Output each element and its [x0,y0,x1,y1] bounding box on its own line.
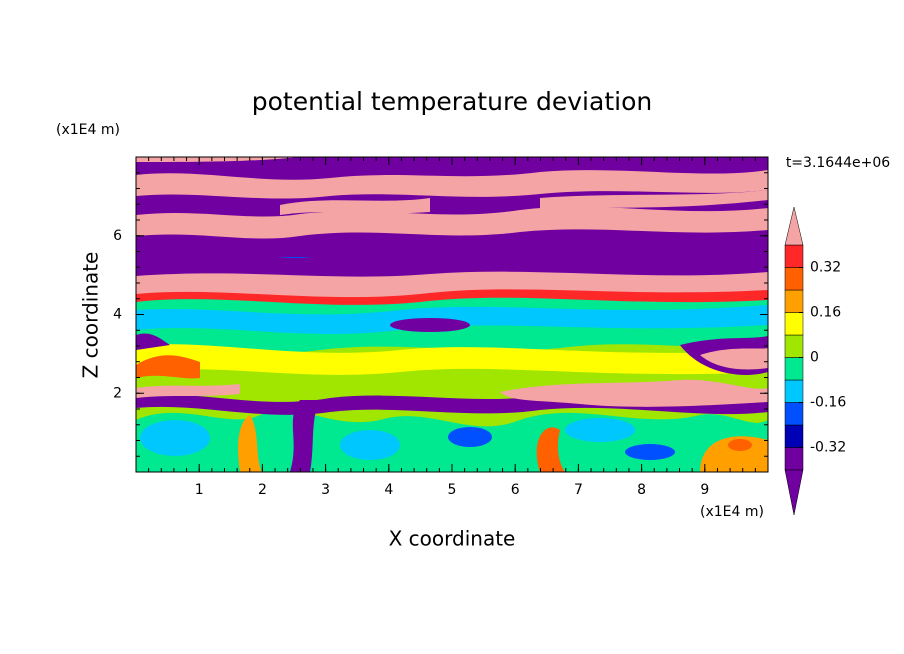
colorbar-box [784,312,804,336]
field-plume [290,400,320,472]
field-blob [136,355,200,379]
field-blob [700,348,768,370]
colorbar-box [784,379,804,403]
contour-field [136,157,768,472]
annotation: t=3.1644e+06 [786,155,890,171]
field-band [540,190,768,210]
field-blob [136,333,170,350]
field-band [136,206,768,239]
field-blob [140,420,210,456]
y-unit: (x1E4 m) [56,122,120,138]
x-tick-label: 5 [448,482,457,498]
colorbar-under [784,469,804,516]
colorbar-box [784,402,804,426]
colorbar-box [784,424,804,448]
field-band [280,198,430,215]
field-band [136,157,300,162]
colorbar-box [784,447,804,471]
colorbar-label: 0.16 [810,305,841,321]
x-tick-label: 7 [574,482,583,498]
colorbar-box [784,289,804,313]
y-tick-label: 2 [113,385,122,401]
field-blob [390,318,470,332]
x-tick-label: 9 [700,482,709,498]
colorbar-label: 0.32 [810,260,841,276]
x-tick-label: 3 [321,482,330,498]
x-tick-label: 6 [511,482,520,498]
x-tick-label: 8 [637,482,646,498]
field-plume [238,415,262,472]
field-blob [728,439,752,451]
field-band [136,170,768,199]
colorbar-box [784,267,804,291]
field-band [136,344,768,375]
y-tick-label: 6 [113,228,122,244]
colorbar-over [784,206,804,246]
x-tick-label: 2 [258,482,267,498]
field-blob [340,430,400,460]
x-tick-label: 1 [195,482,204,498]
y-tick-label: 4 [113,307,122,323]
colorbar-label: -0.16 [810,395,846,411]
x-axis-label: X coordinate [389,527,516,551]
x-unit: (x1E4 m) [700,504,764,520]
y-axis-label: Z coordinate [79,252,103,379]
field-band [136,384,240,398]
x-tick-label: 4 [384,482,393,498]
chart-title: potential temperature deviation [252,87,652,116]
field-plume [536,427,565,472]
field-band [136,157,768,257]
field-blob [448,427,492,447]
colorbar-box [784,244,804,268]
colorbar-box [784,357,804,381]
field-band [500,379,768,407]
colorbar-box [784,334,804,358]
field-blob [625,444,675,460]
colorbar-label: -0.32 [810,440,846,456]
field-blob [565,418,635,442]
colorbar-label: 0 [810,350,819,366]
